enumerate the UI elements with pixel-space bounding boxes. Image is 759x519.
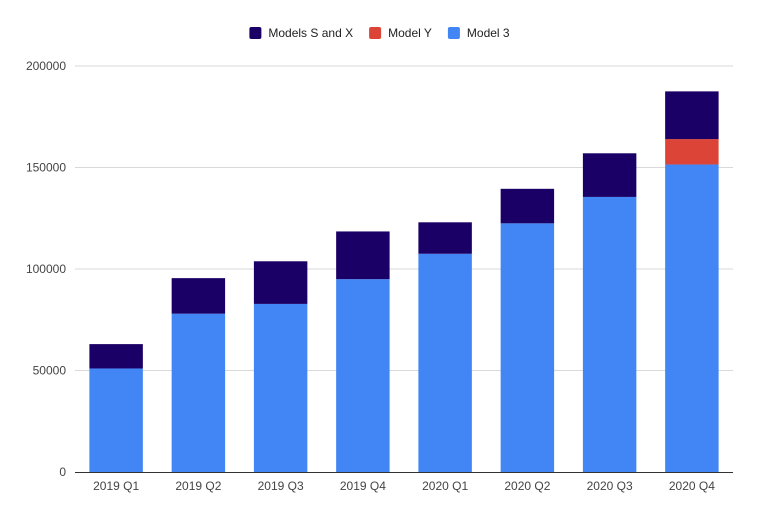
bar-2019-q1-model-3	[89, 368, 143, 472]
bar-2020-q2-model-3	[500, 223, 555, 472]
bar-2020-q3-model-3	[582, 196, 637, 472]
x-tick-label-2020-q1: 2020 Q1	[422, 479, 468, 493]
bar-2019-q1-models-s-and-x	[89, 344, 143, 369]
bar-2019-q3-models-s-and-x	[253, 261, 308, 304]
bar-2019-q4-model-3	[336, 279, 390, 472]
bar-2020-q4-model-3	[665, 164, 719, 472]
bar-2020-q4-model-y	[665, 139, 719, 165]
bar-2019-q2-models-s-and-x	[171, 278, 226, 314]
legend-label-model-y: Model Y	[388, 26, 432, 40]
y-tick-label-50000: 50000	[33, 364, 67, 378]
bar-2020-q4-models-s-and-x	[665, 91, 719, 140]
x-tick-label-2019-q1: 2019 Q1	[93, 479, 139, 493]
legend-swatch-models-s-and-x	[249, 27, 262, 39]
x-tick-label-2020-q2: 2020 Q2	[504, 479, 550, 493]
y-axis: 0 50000 100000 150000 200000	[26, 59, 66, 479]
y-tick-label-100000: 100000	[26, 262, 66, 276]
x-axis: 2019 Q1 2019 Q2 2019 Q3 2019 Q4 2020 Q1 2020 …	[75, 472, 733, 493]
legend: Models S and X Model Y Model 3	[249, 26, 510, 40]
y-tick-label-0: 0	[59, 465, 66, 479]
x-tick-label-2020-q3: 2020 Q3	[587, 479, 633, 493]
bar-2019-q2-model-3	[171, 313, 226, 472]
bar-2020-q1-models-s-and-x	[418, 222, 472, 254]
legend-label-model-3: Model 3	[467, 26, 510, 40]
x-tick-label-2020-q4: 2020 Q4	[669, 479, 715, 493]
bar-2020-q1-model-3	[418, 253, 472, 472]
legend-label-models-s-and-x: Models S and X	[268, 26, 353, 40]
bars	[89, 91, 719, 472]
legend-swatch-model-3	[447, 27, 460, 39]
y-tick-label-150000: 150000	[26, 161, 66, 175]
y-tick-label-200000: 200000	[26, 59, 66, 73]
bar-2020-q2-models-s-and-x	[500, 188, 555, 224]
legend-swatch-model-y	[369, 27, 382, 39]
bar-2019-q4-models-s-and-x	[336, 231, 390, 280]
bar-2019-q3-model-3	[253, 303, 308, 472]
x-tick-label-2019-q3: 2019 Q3	[258, 479, 304, 493]
bar-2020-q3-models-s-and-x	[582, 153, 637, 197]
x-tick-label-2019-q4: 2019 Q4	[340, 479, 386, 493]
x-tick-label-2019-q2: 2019 Q2	[175, 479, 221, 493]
